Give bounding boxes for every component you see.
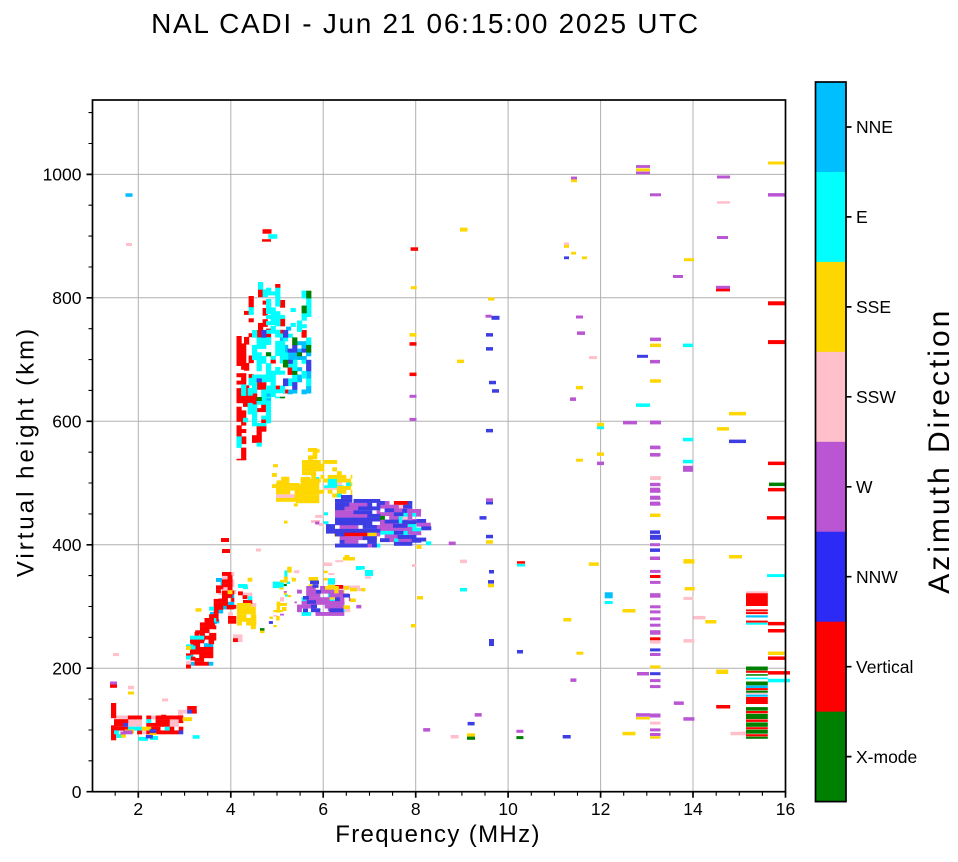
svg-text:16: 16: [776, 799, 795, 819]
svg-text:800: 800: [52, 288, 81, 308]
svg-text:2: 2: [133, 799, 143, 819]
svg-text:SSE: SSE: [856, 297, 891, 317]
svg-text:Vertical: Vertical: [856, 657, 913, 677]
svg-text:8: 8: [411, 799, 421, 819]
svg-text:W: W: [856, 477, 873, 497]
svg-text:Azimuth Direction: Azimuth Direction: [923, 308, 956, 594]
svg-text:Frequency (MHz): Frequency (MHz): [335, 821, 541, 848]
svg-text:NNW: NNW: [856, 567, 898, 587]
svg-text:0: 0: [72, 782, 82, 802]
svg-text:NAL CADI - Jun 21 06:15:00 202: NAL CADI - Jun 21 06:15:00 2025 UTC: [151, 8, 700, 39]
svg-text:SSW: SSW: [856, 387, 896, 407]
svg-text:1000: 1000: [43, 165, 82, 185]
svg-text:600: 600: [52, 411, 81, 431]
svg-text:4: 4: [226, 799, 236, 819]
svg-text:400: 400: [52, 535, 81, 555]
svg-text:12: 12: [591, 799, 610, 819]
svg-text:E: E: [856, 207, 868, 227]
svg-text:Virtual height (km): Virtual height (km): [13, 326, 40, 577]
svg-text:6: 6: [318, 799, 328, 819]
svg-text:X-mode: X-mode: [856, 747, 917, 767]
svg-text:NNE: NNE: [856, 117, 893, 137]
svg-text:200: 200: [52, 658, 81, 678]
svg-text:14: 14: [683, 799, 703, 819]
svg-text:10: 10: [498, 799, 518, 819]
